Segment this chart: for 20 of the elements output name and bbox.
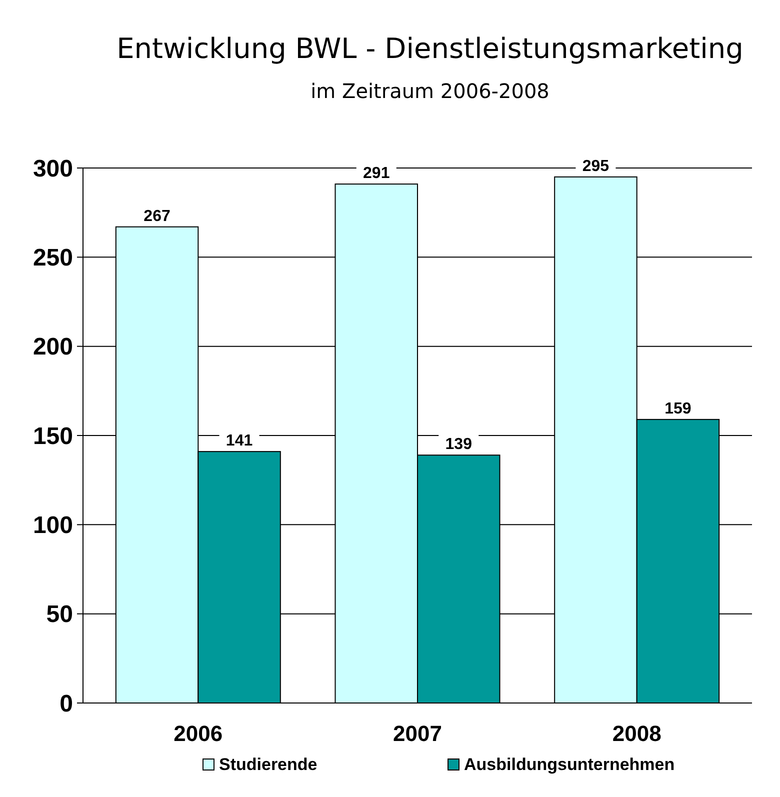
legend-label: Studierende — [219, 755, 318, 774]
data-label: 139 — [445, 436, 472, 454]
y-tick-label: 100 — [32, 512, 73, 540]
x-tick-label: 2008 — [612, 721, 662, 746]
y-tick-label: 250 — [32, 244, 73, 272]
data-label: 267 — [144, 208, 170, 225]
data-label: 159 — [664, 400, 692, 418]
data-label: 141 — [226, 432, 253, 450]
data-label: 291 — [363, 165, 390, 182]
chart-subtitle: im Zeitraum 2006-2008 — [310, 79, 550, 103]
y-tick-label: 300 — [32, 155, 73, 182]
x-tick-label: 2007 — [393, 721, 442, 746]
y-tick-label: 200 — [32, 334, 73, 361]
x-tick-label: 2006 — [174, 721, 223, 746]
y-tick-label: 0 — [60, 690, 73, 718]
chart-title: Entwicklung BWL - Dienstleistungsmarketing — [116, 32, 744, 65]
y-tick-label: 150 — [32, 422, 73, 450]
y-tick-label: 50 — [46, 601, 73, 628]
legend-label: Ausbildungsunternehmen — [464, 755, 675, 774]
data-label: 295 — [582, 158, 610, 175]
